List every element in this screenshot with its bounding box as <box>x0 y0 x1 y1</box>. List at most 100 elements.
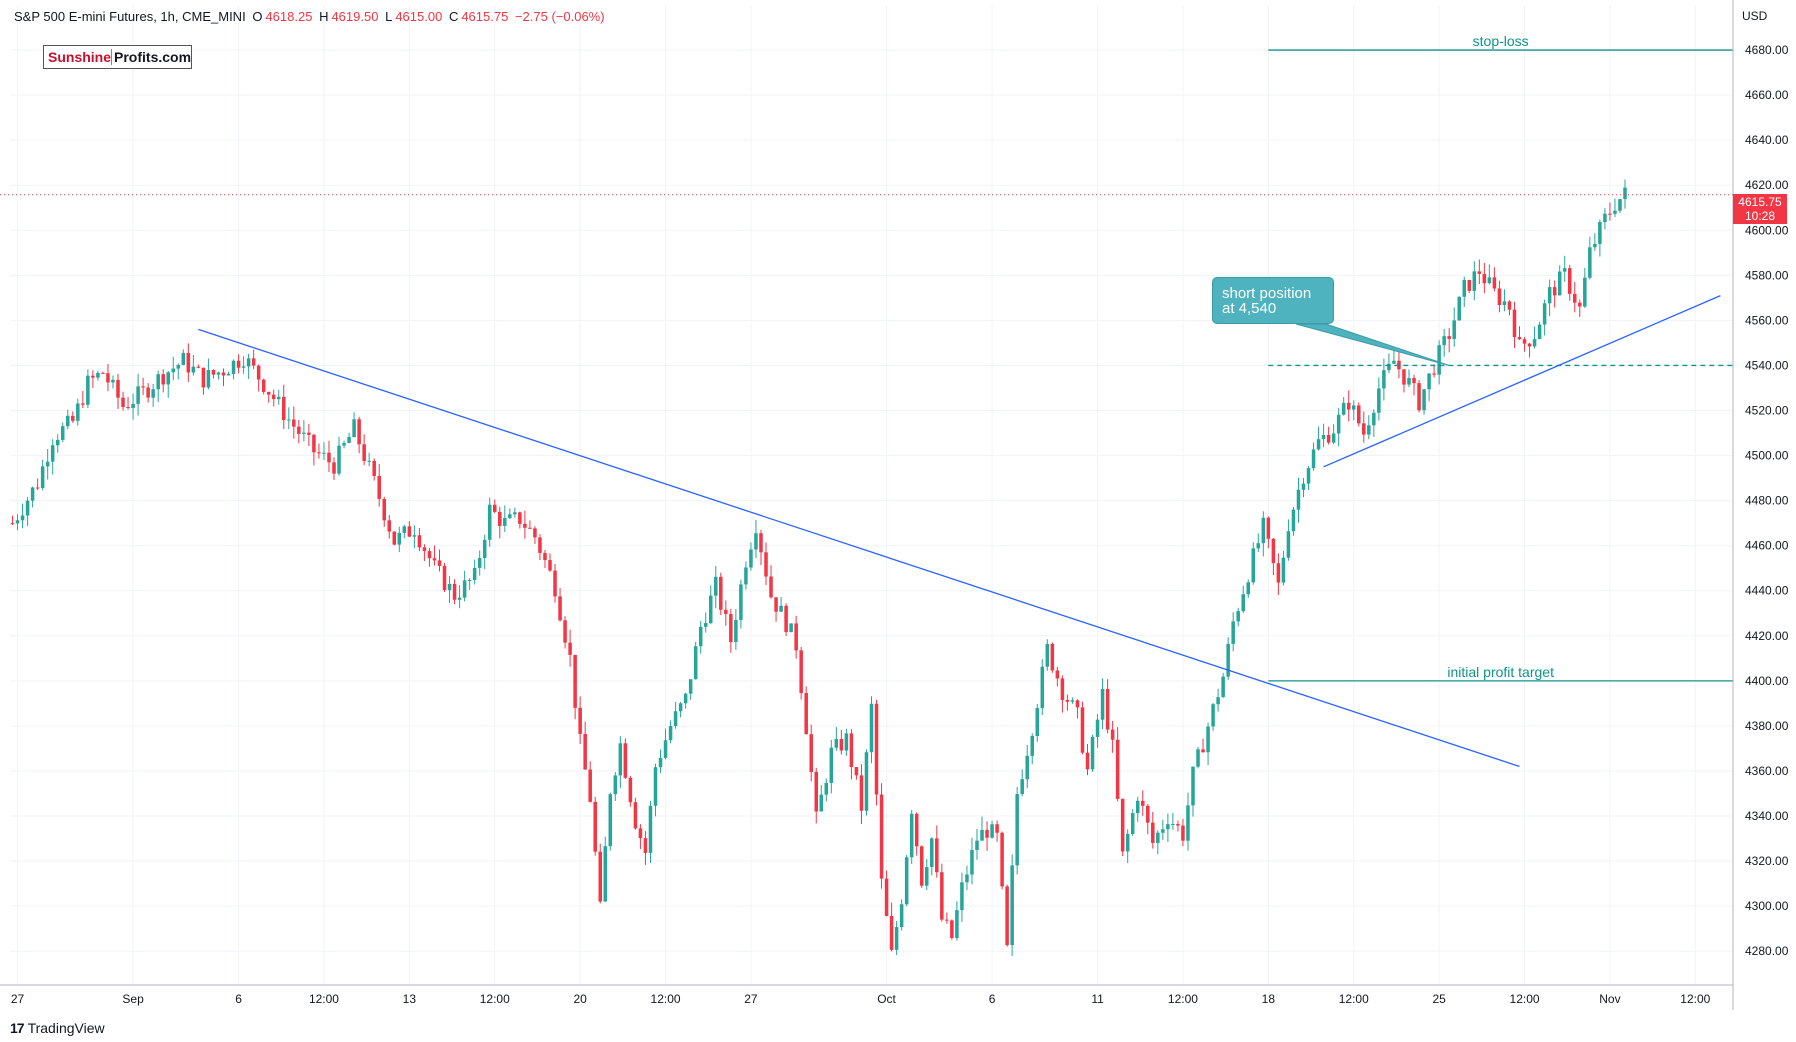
candle-body <box>1206 726 1210 753</box>
price-tick-label: 4480.00 <box>1745 494 1789 508</box>
candle-body <box>1562 268 1567 272</box>
candle-body <box>1372 412 1376 426</box>
trendline <box>198 328 1520 768</box>
candle-body <box>20 515 25 521</box>
candle-body <box>930 838 934 868</box>
candle-body <box>131 403 135 408</box>
candle-body <box>387 520 392 532</box>
candle-body <box>417 535 422 548</box>
candle-body <box>1090 736 1095 770</box>
price-tick-label: 4680.00 <box>1745 43 1789 57</box>
candle-body <box>402 526 407 533</box>
candle-body <box>251 358 256 366</box>
candle-body <box>211 370 216 375</box>
candle-body <box>1482 273 1487 284</box>
candle-body <box>226 373 231 376</box>
time-tick-label: 12:00 <box>1168 992 1198 1006</box>
candle-body <box>101 372 105 374</box>
candle-body <box>1020 779 1024 795</box>
candle-body <box>256 365 261 380</box>
candle-body <box>45 461 50 467</box>
candle-body <box>919 846 924 886</box>
candle-body <box>116 379 120 398</box>
price-tick-label: 4300.00 <box>1745 899 1789 913</box>
candle-body <box>598 851 602 902</box>
candle-body <box>1542 303 1547 325</box>
tradingview-logo[interactable]: 17 TradingView <box>10 1020 105 1036</box>
candle-body <box>1055 670 1060 679</box>
sunshine-profits-logo: Sunshine Profits.com <box>43 45 192 69</box>
candle-body <box>779 605 783 612</box>
candle-body <box>764 552 768 577</box>
candle-body <box>588 769 592 802</box>
bar-countdown: 10:28 <box>1744 209 1776 223</box>
candle-body <box>1070 700 1075 702</box>
candle-body <box>1367 425 1371 435</box>
candle-body <box>1161 829 1165 833</box>
candle-body <box>287 419 291 421</box>
candle-body <box>633 802 638 829</box>
candle-body <box>1141 800 1145 806</box>
candle-body <box>1236 611 1240 622</box>
candle-body <box>1050 643 1055 671</box>
candle-body <box>166 372 170 385</box>
candle-body <box>462 580 467 598</box>
candle-body <box>86 375 90 405</box>
price-tick-label: 4460.00 <box>1745 539 1789 553</box>
candle-body <box>1522 339 1527 344</box>
candle-body <box>412 535 417 537</box>
candle-body <box>708 595 713 624</box>
candle-body <box>568 642 572 655</box>
candle-body <box>1326 434 1331 443</box>
candle-body <box>1075 700 1080 708</box>
candle-body <box>1427 373 1431 390</box>
candle-body <box>623 743 628 778</box>
candle-body <box>523 523 527 528</box>
candle-body <box>643 838 648 853</box>
candle-body <box>558 596 562 621</box>
candle-body <box>1442 336 1446 346</box>
candle-body <box>241 366 246 368</box>
candle-body <box>35 487 40 489</box>
candle-body <box>789 623 793 633</box>
drawings: stop-loss initial profit target <box>0 33 1733 768</box>
candle-body <box>236 360 241 368</box>
candle-body <box>15 520 20 524</box>
candle-body <box>1316 439 1321 450</box>
candle-body <box>1256 543 1261 549</box>
candle-body <box>1432 373 1436 375</box>
candle-body <box>819 794 824 812</box>
time-tick-label: Nov <box>1599 992 1620 1006</box>
currency-label[interactable]: USD <box>1742 9 1768 23</box>
candle-body <box>628 777 633 803</box>
callout-line-1: short position <box>1222 285 1312 302</box>
candle-body <box>1362 423 1366 435</box>
price-tick-label: 4540.00 <box>1745 358 1789 372</box>
candle-body <box>1226 643 1230 677</box>
time-tick-label: 12:00 <box>480 992 510 1006</box>
candle-body <box>1537 324 1542 340</box>
candle-body <box>904 857 909 905</box>
candle-body <box>282 396 286 421</box>
candle-body <box>1311 449 1316 469</box>
candle-body <box>734 619 738 643</box>
candle-body <box>1115 739 1120 799</box>
candle-body <box>1377 388 1381 413</box>
candle-body <box>869 703 874 753</box>
trendline <box>1323 295 1721 468</box>
level-label: initial profit target <box>1447 664 1554 680</box>
candle-body <box>508 514 512 519</box>
candle-body <box>447 583 452 591</box>
candle-body <box>498 511 502 526</box>
short-position-callout[interactable]: short position at 4,540 <box>1212 277 1334 324</box>
candle-body <box>1216 697 1220 705</box>
candle-body <box>739 584 743 620</box>
candle-body <box>302 432 306 434</box>
candle-body <box>457 597 462 600</box>
symbol-title[interactable]: S&P 500 E-mini Futures, 1h, CME_MINI <box>14 9 246 24</box>
candle-body <box>618 743 623 776</box>
time-tick-label: 12:00 <box>1510 992 1540 1006</box>
candle-body <box>136 386 140 404</box>
candle-body <box>754 533 758 550</box>
